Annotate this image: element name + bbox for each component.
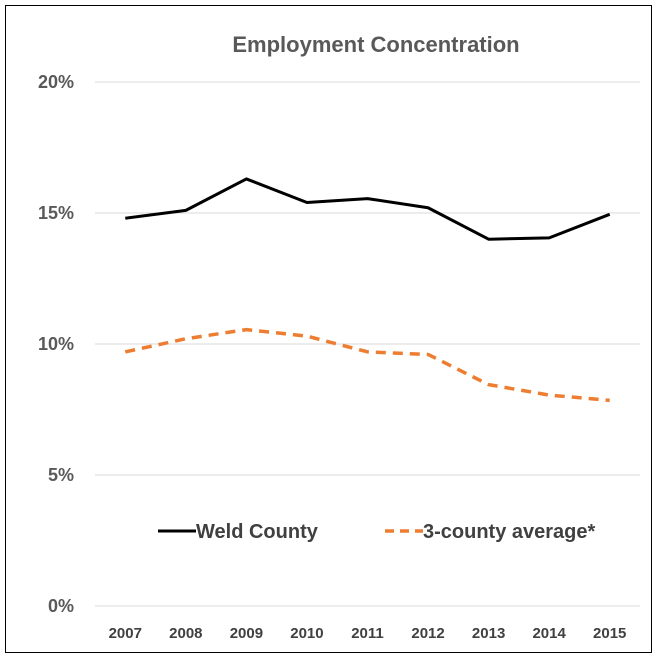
x-tick-label: 2011 [351,625,384,642]
series-layer [124,177,611,403]
grid-layer [95,81,640,607]
chart-title: Employment Concentration [232,32,519,57]
y-axis-ticks: 0% 5% 10% 15% 20% [38,72,74,616]
legend-label-1: 3-county average* [423,521,596,543]
y-tick-label: 10% [38,334,74,354]
y-tick-label: 15% [38,203,74,223]
chart-frame [5,5,652,653]
y-tick-label: 5% [48,465,74,485]
x-tick-label: 2015 [593,625,626,642]
x-tick-label: 2014 [532,625,566,642]
x-tick-label: 2010 [290,625,323,642]
x-tick-label: 2008 [169,625,202,642]
x-tick-label: 2013 [472,625,505,642]
series-line-1 [124,327,610,403]
series-line-0 [125,177,611,241]
x-tick-label: 2012 [411,625,444,642]
x-tick-label: 2009 [230,625,263,642]
y-tick-label: 0% [48,596,74,616]
y-tick-label: 20% [38,72,74,92]
x-axis-ticks: 2007 2008 2009 2010 2011 2012 2013 2014 2015 [109,625,627,642]
legend: Weld County 3-county average* [158,521,596,543]
legend-label-0: Weld County [196,521,319,543]
x-tick-label: 2007 [109,625,142,642]
